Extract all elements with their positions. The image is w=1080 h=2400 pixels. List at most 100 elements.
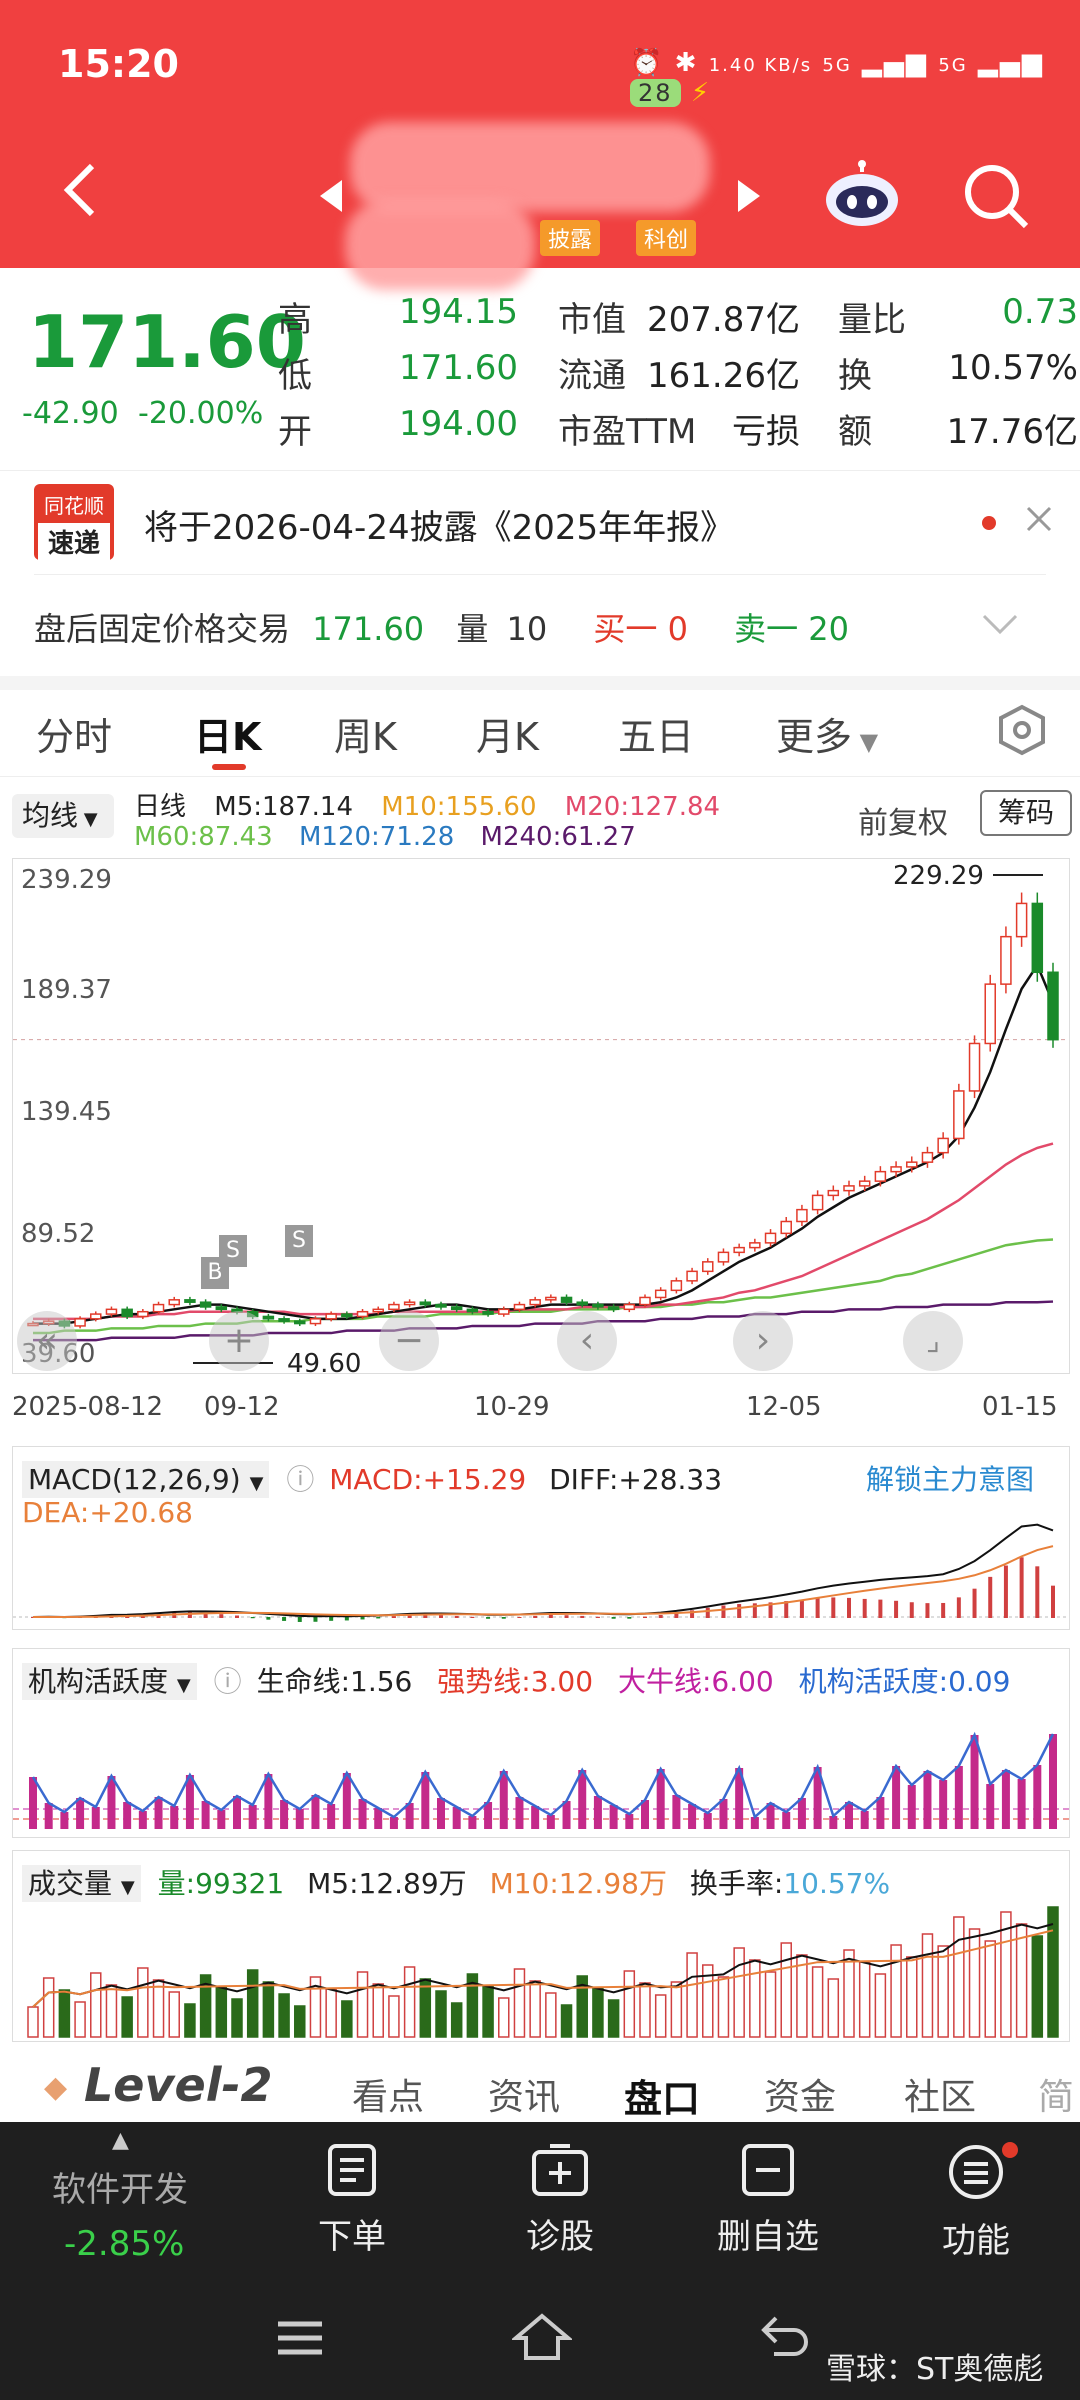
signal-5g-1: 5G (822, 55, 852, 76)
candle-body (906, 1161, 918, 1168)
tab-news[interactable]: 资讯 (488, 2077, 561, 2118)
tab-five-day[interactable]: 五日 (618, 715, 695, 759)
index-name[interactable]: 软件开发 (52, 2170, 188, 2210)
tab-daily-k[interactable]: 日K (194, 715, 262, 759)
volume-bar (843, 1949, 855, 2038)
order-button[interactable]: 下单 (282, 2142, 422, 2258)
tab-highlights[interactable]: 看点 (352, 2077, 425, 2118)
price-adjust-button[interactable]: 前复权 (858, 806, 948, 841)
volume-bar (325, 1988, 337, 2038)
news-logo-bottom: 速递 (38, 523, 110, 560)
chip-button[interactable]: 筹码 (980, 790, 1072, 836)
news-close-button[interactable] (1024, 504, 1054, 538)
macd-bar (768, 1602, 773, 1618)
scroll-left-button[interactable]: « (17, 1311, 77, 1371)
tab-more[interactable]: 更多 ▼ (776, 706, 878, 761)
volume-selector[interactable]: 成交量 ▼ (22, 1865, 141, 1902)
macd-bar (517, 1616, 522, 1618)
expand-button[interactable] (980, 608, 1020, 642)
inst-selector[interactable]: 机构活跃度 ▼ (22, 1663, 197, 1700)
zoom-in-button[interactable]: + (209, 1311, 269, 1371)
volume-value: 量:99321 (157, 1867, 285, 1900)
activity-bar (154, 1797, 163, 1829)
after-hours-row[interactable]: 盘后固定价格交易 171.60 量 10 买一 0 卖一 20 (34, 604, 849, 650)
macd-bar (1019, 1557, 1024, 1618)
activity-bar (295, 1809, 304, 1829)
tab-funds[interactable]: 资金 (764, 2077, 837, 2118)
macd-svg (13, 1523, 1069, 1622)
candle-body (654, 1289, 667, 1299)
candle-body (184, 1299, 196, 1303)
candle-body (309, 1318, 322, 1325)
activity-bar (970, 1735, 979, 1829)
tab-orderbook[interactable]: 盘口 (624, 2077, 701, 2121)
after-hours-buy: 买一 0 (593, 610, 688, 648)
news-text[interactable]: 将于2026-04-24披露《2025年年报》 (144, 508, 735, 548)
chart-settings-button[interactable] (996, 704, 1048, 760)
triangle-left-icon (320, 180, 342, 212)
activity-line (31, 1731, 1055, 1820)
low-value: 171.60 (399, 348, 518, 388)
next-stock-button[interactable] (736, 178, 762, 218)
robot-assistant-button[interactable] (822, 160, 902, 234)
activity-bar (358, 1799, 367, 1829)
diagnose-button[interactable]: 诊股 (490, 2142, 630, 2258)
caret-down-icon: ▼ (176, 1675, 191, 1696)
back-button[interactable] (60, 160, 100, 224)
volume-panel[interactable] (12, 1850, 1070, 2042)
zoom-out-button[interactable]: − (379, 1311, 439, 1371)
tab-weekly-k[interactable]: 周K (334, 715, 397, 759)
prev-day-button[interactable]: ‹ (557, 1311, 617, 1371)
function-icon (906, 2142, 1046, 2213)
activity-bar (515, 1797, 524, 1829)
candle-body (137, 1310, 149, 1318)
next-day-button[interactable]: › (733, 1311, 793, 1371)
volume-bar (654, 1994, 667, 2038)
status-icons: ⏰ ✱ 1.40 KB/s 5G ▂▄▆ 5G ▂▄▆ 28 ⚡ (630, 48, 1080, 108)
unlock-link[interactable]: 解锁主力意图 (866, 1463, 1035, 1496)
tab-community[interactable]: 社区 (904, 2077, 977, 2118)
tab-brief[interactable]: 简 (1038, 2077, 1075, 2118)
tab-intraday[interactable]: 分时 (36, 715, 113, 759)
search-button[interactable] (962, 162, 1032, 236)
candle-body (498, 1308, 510, 1315)
candle-body (576, 1301, 588, 1306)
macd-diff: DIFF:+28.33 (549, 1463, 723, 1496)
fullscreen-button[interactable]: ⌟ (903, 1311, 963, 1371)
system-back-button[interactable] (760, 2312, 810, 2366)
kline-chart[interactable]: 239.29 189.37 139.45 89.52 39.60 229.29 … (12, 858, 1070, 1379)
activity-bar (609, 1805, 618, 1829)
ma-selector[interactable]: 均线 ▼ (12, 794, 114, 838)
candle-body (592, 1303, 604, 1308)
volume-bar (309, 1976, 322, 2038)
macd-value: MACD:+15.29 (329, 1463, 527, 1496)
volume-m10: M10:12.98万 (489, 1867, 667, 1900)
notification-dot (1002, 2142, 1018, 2158)
volume-bar (356, 1971, 369, 2038)
macd-bar (643, 1616, 647, 1618)
caret-up-icon: ▲ (112, 2128, 129, 2153)
system-home-button[interactable] (510, 2312, 574, 2366)
volume-m5: M5:12.89万 (307, 1867, 467, 1900)
system-menu-button[interactable] (274, 2318, 326, 2362)
macd-selector[interactable]: MACD(12,26,9) ▼ (22, 1461, 270, 1498)
x-label-3: 12-05 (746, 1392, 822, 1422)
tab-level2[interactable]: Level-2 (84, 2058, 273, 2112)
remove-watchlist-button[interactable]: 删自选 (698, 2142, 838, 2258)
macd-bar (423, 1614, 428, 1618)
candle-body (105, 1308, 118, 1315)
prev-stock-button[interactable] (318, 178, 344, 218)
tab-monthly-k[interactable]: 月K (476, 715, 539, 759)
macd-bar (329, 1617, 334, 1621)
activity-bar (1033, 1765, 1042, 1829)
help-icon[interactable]: ⓘ (286, 1463, 315, 1496)
activity-bar (876, 1797, 885, 1829)
order-icon (282, 2142, 422, 2209)
volume-bar (874, 1973, 887, 2038)
vol-ratio-label: 量比 (838, 300, 906, 340)
help-icon[interactable]: ⓘ (213, 1665, 242, 1698)
macd-bar (564, 1615, 569, 1618)
volume-bar (529, 1980, 541, 2038)
inst-strong: 强势线:3.00 (437, 1665, 594, 1698)
function-button[interactable]: 功能 (906, 2142, 1046, 2262)
